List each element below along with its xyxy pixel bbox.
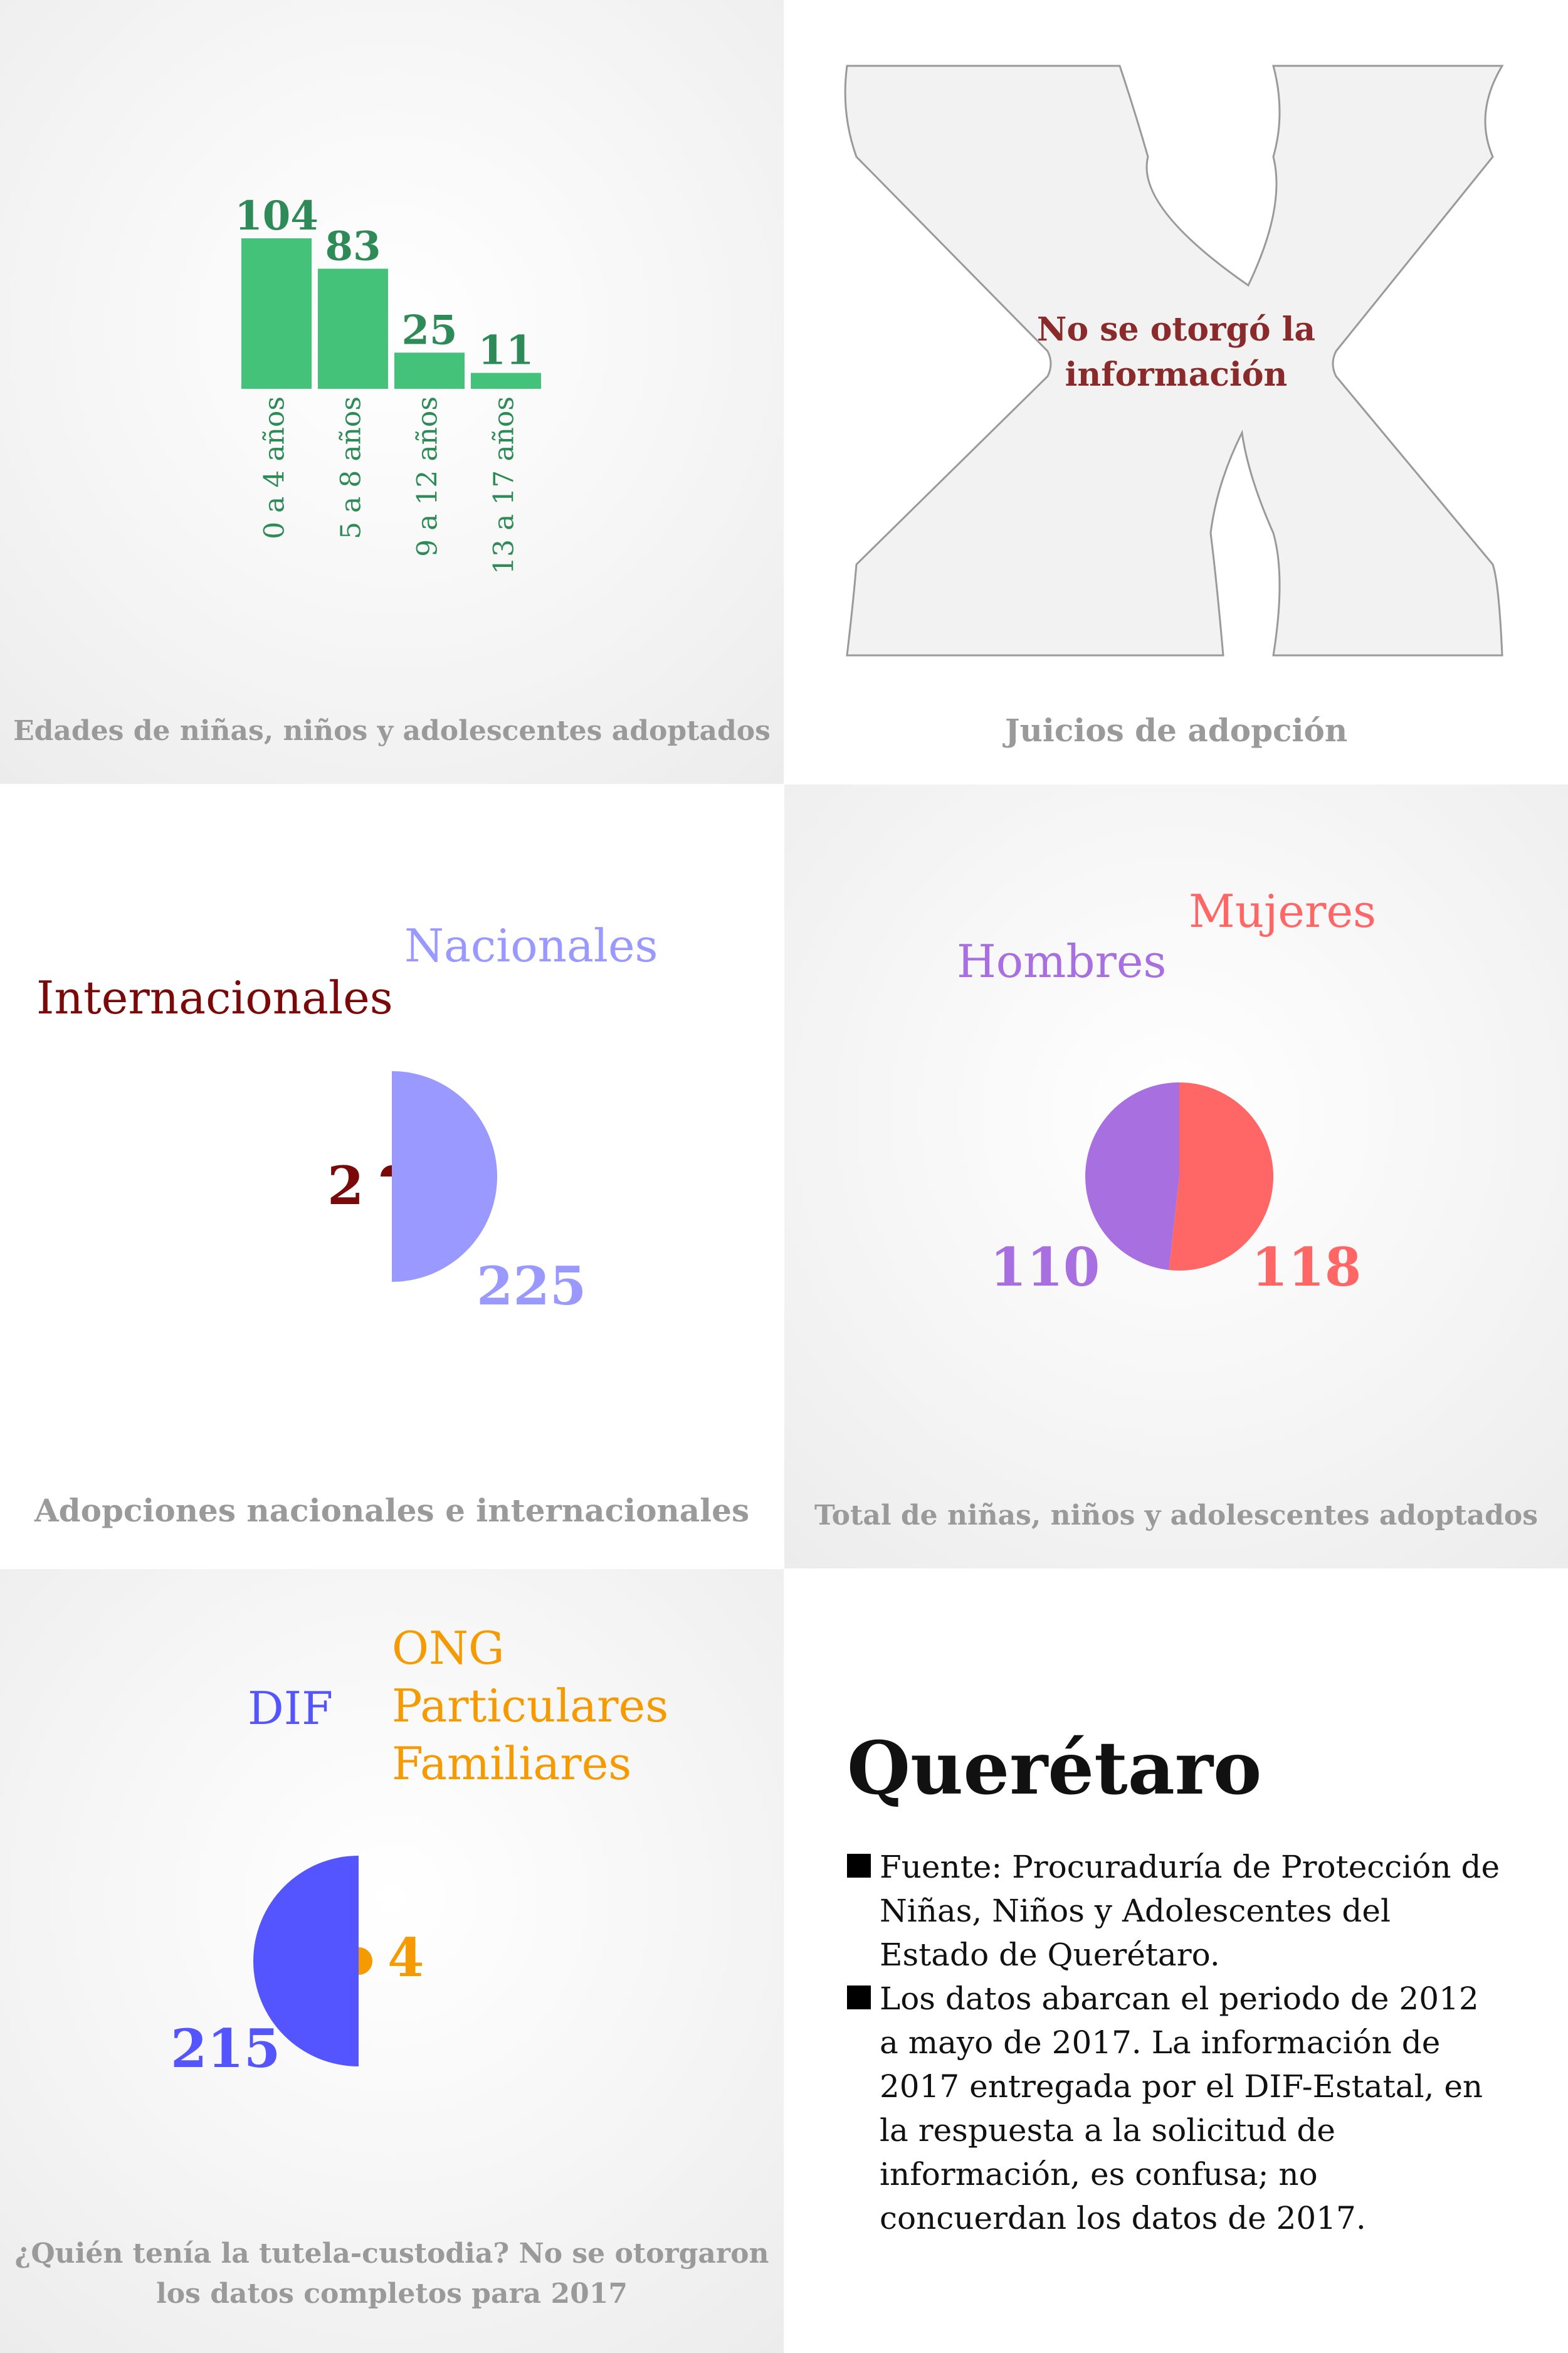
ages-caption: Edades de niñas, niños y adolescentes ad… (13, 715, 771, 747)
value-mujeres: 118 (1251, 1236, 1362, 1298)
total-caption: Total de niñas, niños y adolescentes ado… (814, 1499, 1538, 1531)
category-label: 0 a 4 años (259, 396, 291, 539)
bar-value-label: 11 (478, 327, 534, 374)
square-bullet-icon (847, 1986, 871, 2009)
no-info-line-1: No se otorgó la (1036, 310, 1316, 349)
bar-0-a-4-a-os (241, 238, 312, 389)
value-hombres: 110 (990, 1236, 1100, 1298)
legend-particulares: Particulares (392, 1679, 669, 1732)
slice-hombres (1085, 1082, 1179, 1271)
no-info-line-2: información (1065, 356, 1288, 394)
note-item: Fuente: Procuraduría de Protección de Ni… (847, 1845, 1505, 1977)
tutela-pie (253, 1856, 372, 2066)
slice-dif (253, 1856, 359, 2066)
slice-mujeres (1169, 1082, 1273, 1271)
legend-nacionales: Nacionales (404, 919, 658, 972)
ages-bar-chart: 104 0 a 4 años 83 5 a 8 años 25 9 a 12 años 11… (234, 193, 541, 574)
tutela-panel: DIF ONG Particulares Familiares 4 215 ¿Q… (0, 1569, 784, 2353)
adopciones-caption: Adopciones nacionales e internacionales (34, 1492, 750, 1529)
category-label: 9 a 12 años (412, 396, 444, 557)
legend-ong-group: ONG Particulares Familiares (392, 1619, 668, 1792)
adopciones-panel: Nacionales Internacionales 2 225 Adopcio… (0, 785, 784, 1568)
bar-value-label: 25 (401, 307, 457, 354)
state-title: Querétaro (847, 1726, 1262, 1811)
note-text-period: Los datos abarcan el periodo de 2012 a m… (880, 1980, 1483, 2236)
tutela-caption-line-1: ¿Quién tenía la tutela-custodia? No se o… (14, 2238, 769, 2270)
ages-panel: 104 0 a 4 años 83 5 a 8 años 25 9 a 12 años 11… (0, 0, 784, 784)
legend-familiares: Familiares (392, 1737, 632, 1790)
total-pie (1085, 1082, 1273, 1271)
value-nacionales: 225 (476, 1255, 587, 1317)
bar-9-a-12-a-os (394, 352, 465, 389)
value-dif: 215 (171, 2017, 281, 2080)
info-panel: Querétaro Fuente: Procuraduría de Protec… (784, 1569, 1568, 2353)
no-info-message: No se otorgó la información (784, 307, 1568, 398)
tutela-caption-line-2: los datos completos para 2017 (156, 2278, 628, 2310)
tutela-caption: ¿Quién tenía la tutela-custodia? No se o… (0, 2234, 784, 2314)
bar-value-label: 83 (325, 223, 381, 270)
legend-mujeres: Mujeres (1189, 885, 1377, 938)
value-internacionales: 2 (327, 1155, 364, 1217)
juicios-panel: No se otorgó la información Juicios de a… (784, 0, 1568, 784)
note-text-source: Fuente: Procuraduría de Protección de Ni… (880, 1849, 1500, 1973)
total-panel: Mujeres Hombres 110 118 Total de niñas, … (784, 785, 1568, 1568)
square-bullet-icon (847, 1854, 871, 1878)
legend-ong: ONG (392, 1622, 505, 1674)
slice-internacionales (381, 1165, 392, 1176)
adopciones-pie (381, 1071, 497, 1282)
legend-hombres: Hombres (957, 935, 1167, 988)
slice-ong (359, 1947, 372, 1975)
category-label: 13 a 17 años (488, 396, 520, 574)
bar-value-label: 104 (234, 193, 318, 240)
juicios-caption: Juicios de adopción (1004, 712, 1348, 749)
legend-dif: DIF (248, 1682, 334, 1735)
legend-internacionales: Internacionales (36, 971, 393, 1024)
category-label: 5 a 8 años (335, 396, 367, 539)
notes-list: Fuente: Procuraduría de Protección de Ni… (847, 1845, 1505, 2240)
x-shape-icon (844, 65, 1504, 657)
bar-5-a-8-a-os (318, 268, 388, 389)
bar-13-a-17-a-os (471, 373, 541, 389)
note-item: Los datos abarcan el periodo de 2012 a m… (847, 1977, 1505, 2240)
value-ong: 4 (387, 1927, 424, 1989)
slice-nacionales (392, 1071, 497, 1282)
